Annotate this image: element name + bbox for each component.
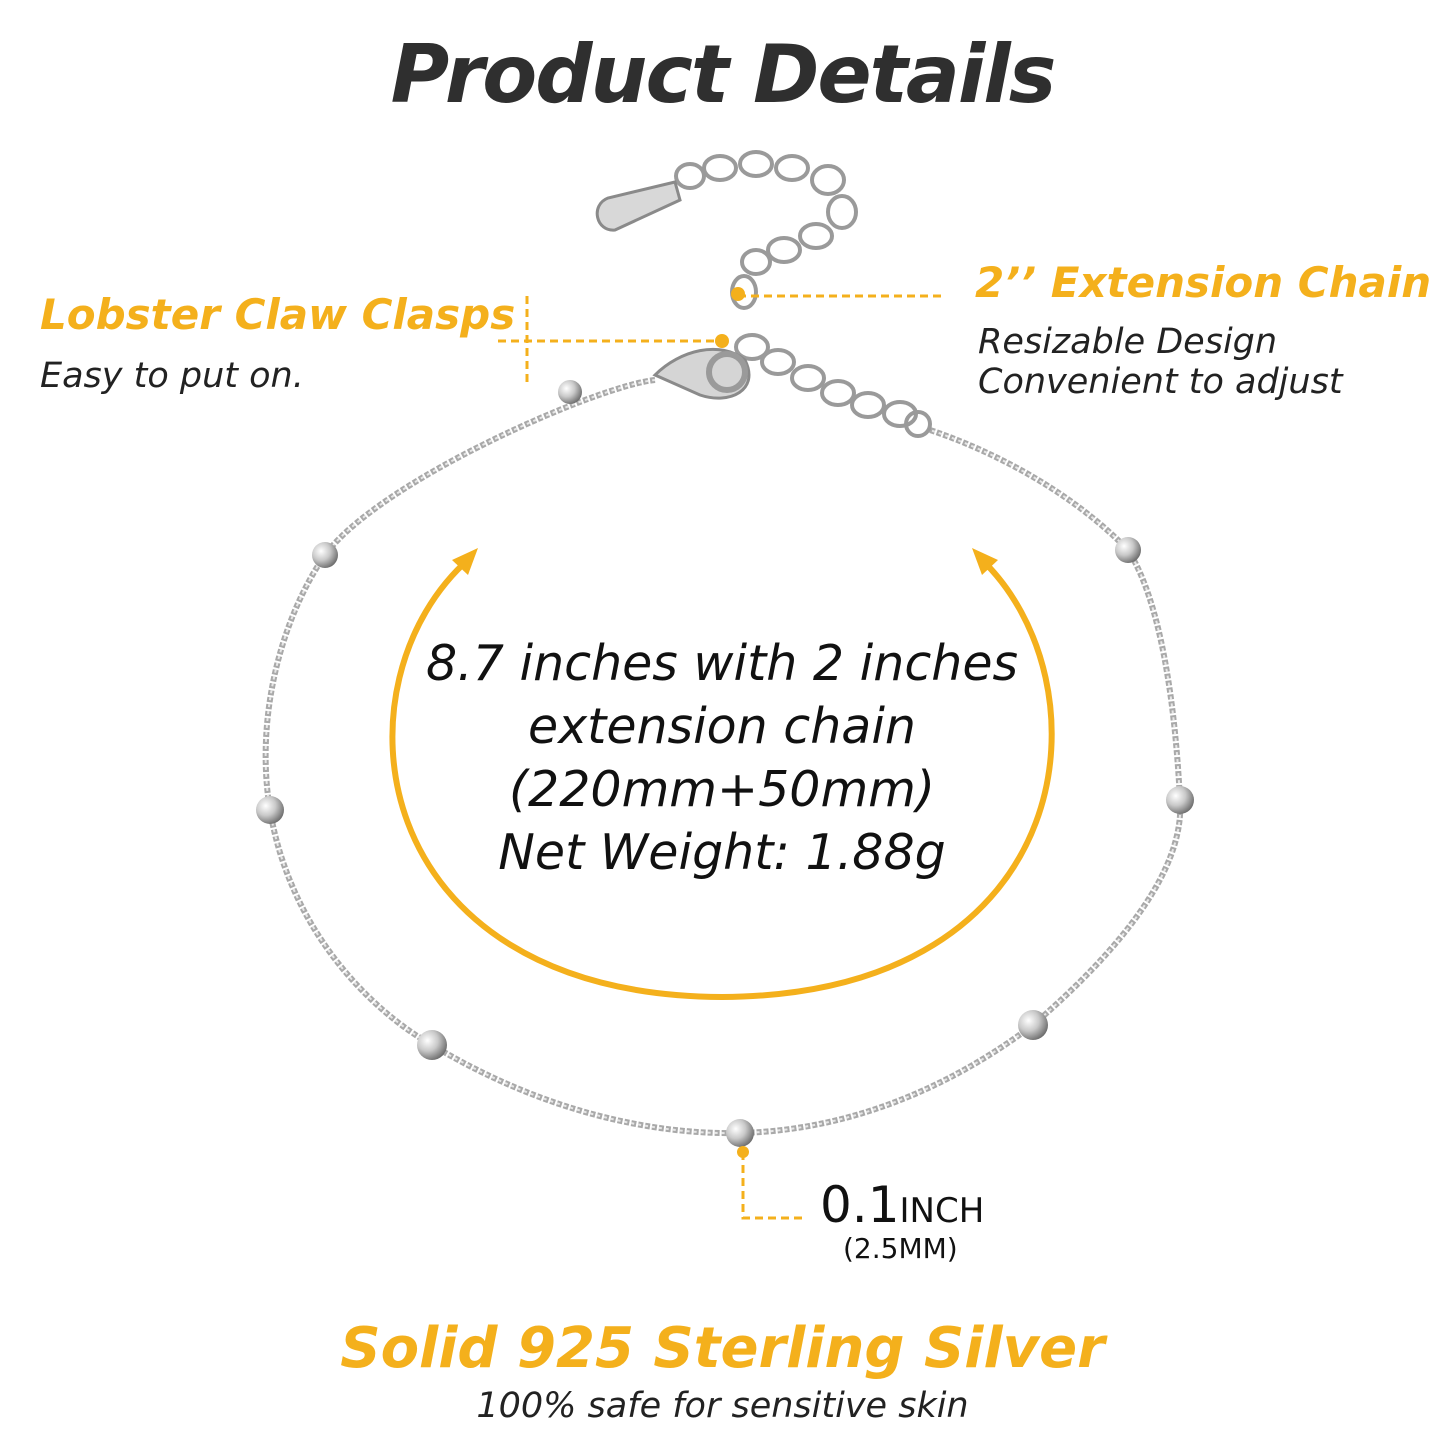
- page-title: Product Details: [390, 28, 1057, 121]
- size-line: 8.7 inches with 2 inches: [425, 635, 1019, 692]
- extension-title: 2’’ Extension Chain: [975, 258, 1432, 307]
- bead-size-value: 0.1: [820, 1176, 900, 1234]
- extension-chain: [674, 150, 932, 438]
- size-line: extension chain: [527, 698, 916, 755]
- arrow-left-icon: [452, 548, 478, 575]
- tag-icon: [595, 180, 682, 232]
- bead-size-unit: INCH: [899, 1191, 985, 1231]
- lobster-clasp-icon: [652, 347, 751, 400]
- arrow-right-icon: [972, 548, 998, 575]
- bead-size: 0.1INCH: [820, 1176, 984, 1234]
- size-arc: [389, 555, 1055, 1001]
- bead-size-metric: (2.5MM): [843, 1232, 958, 1265]
- chain: [262, 377, 1184, 1137]
- extension-desc-1: Resizable Design: [978, 322, 1278, 362]
- size-info: 8.7 inches with 2 inches extension chain…: [322, 632, 1122, 884]
- material-desc: 100% safe for sensitive skin: [476, 1386, 969, 1426]
- weight-line: Net Weight: 1.88g: [498, 824, 946, 881]
- size-line: (220mm+50mm): [508, 761, 936, 818]
- beads: [256, 380, 1194, 1147]
- extension-desc-2: Convenient to adjust: [978, 362, 1343, 402]
- clasp-title: Lobster Claw Clasps: [40, 290, 516, 339]
- clasp-desc: Easy to put on.: [40, 356, 304, 396]
- bead-leader: [741, 1152, 806, 1220]
- material-title: Solid 925 Sterling Silver: [340, 1316, 1105, 1381]
